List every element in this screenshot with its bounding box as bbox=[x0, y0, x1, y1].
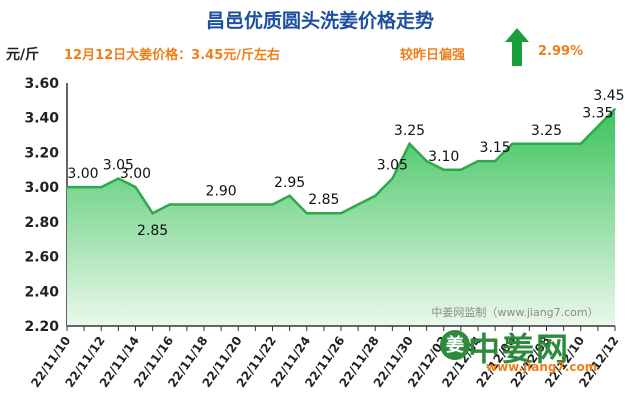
data-point bbox=[100, 186, 103, 188]
y-tick-label: 2.20 bbox=[24, 319, 59, 335]
y-tick-label: 3.40 bbox=[24, 111, 59, 127]
data-point bbox=[357, 203, 359, 206]
data-point bbox=[66, 186, 68, 188]
data-point bbox=[220, 203, 222, 206]
data-point bbox=[374, 195, 377, 197]
y-tick-label: 3.00 bbox=[24, 180, 59, 196]
data-point bbox=[477, 160, 479, 162]
data-point bbox=[597, 125, 599, 128]
data-label: 3.15 bbox=[480, 140, 511, 156]
data-point bbox=[83, 186, 85, 188]
data-point bbox=[237, 203, 240, 206]
data-point bbox=[340, 212, 342, 214]
data-label: 3.25 bbox=[394, 123, 425, 139]
data-label: 2.85 bbox=[137, 223, 168, 239]
data-point bbox=[151, 212, 154, 214]
data-label: 3.05 bbox=[103, 157, 134, 173]
brand-logo-block: 姜 中姜网 www.jiang7.com bbox=[438, 324, 638, 404]
up-arrow-icon bbox=[505, 28, 529, 66]
data-label: 3.45 bbox=[593, 88, 624, 104]
trend-compare-label: 较昨日偏强 bbox=[400, 48, 466, 63]
data-point bbox=[408, 142, 411, 145]
data-label: 3.35 bbox=[582, 105, 613, 121]
data-point bbox=[579, 142, 582, 145]
data-point bbox=[134, 186, 137, 188]
data-label: 3.25 bbox=[531, 123, 562, 139]
ginger-logo-icon: 姜 bbox=[440, 330, 470, 360]
y-axis-unit: 元/斤 bbox=[6, 47, 40, 63]
brand-logo-char: 姜 bbox=[446, 334, 464, 356]
data-label: 2.85 bbox=[308, 192, 339, 208]
data-point bbox=[562, 142, 565, 145]
data-point bbox=[460, 168, 462, 171]
y-tick-label: 2.80 bbox=[24, 215, 59, 231]
data-point bbox=[271, 203, 274, 206]
data-point bbox=[254, 203, 257, 206]
data-point bbox=[117, 177, 120, 180]
price-summary: 12月12日大姜价格：3.45元/斤左右 bbox=[64, 48, 281, 63]
data-point bbox=[168, 203, 171, 206]
y-tick-label: 2.40 bbox=[24, 284, 59, 300]
data-point bbox=[305, 212, 308, 214]
data-point bbox=[614, 108, 616, 110]
data-point bbox=[425, 160, 428, 162]
y-tick-label: 3.60 bbox=[24, 76, 59, 92]
data-point bbox=[511, 142, 514, 145]
watermark-text: 中姜网监制（www.jiang7.com） bbox=[431, 305, 598, 319]
brand-name: 中姜网 bbox=[468, 330, 571, 368]
change-percent: 2.99% bbox=[538, 44, 584, 59]
data-label: 3.00 bbox=[120, 166, 151, 182]
data-label: 2.90 bbox=[206, 184, 237, 200]
data-point bbox=[442, 168, 445, 171]
y-tick-label: 3.20 bbox=[24, 145, 59, 161]
data-label: 3.05 bbox=[377, 157, 408, 173]
data-point bbox=[186, 203, 188, 206]
data-point bbox=[323, 212, 325, 214]
brand-url: www.jiang7.com bbox=[486, 360, 598, 374]
data-point bbox=[203, 203, 205, 206]
data-label: 3.10 bbox=[428, 149, 459, 165]
data-point bbox=[391, 177, 394, 180]
data-point bbox=[494, 160, 496, 162]
data-label: 2.95 bbox=[274, 175, 305, 191]
data-point bbox=[545, 142, 548, 145]
data-point bbox=[528, 142, 531, 145]
price-area-fill bbox=[67, 109, 615, 326]
y-tick-label: 2.60 bbox=[24, 250, 59, 266]
data-label: 3.00 bbox=[67, 166, 98, 182]
data-point bbox=[288, 195, 291, 197]
chart-title: 昌邑优质圆头洗姜价格走势 bbox=[205, 10, 434, 32]
